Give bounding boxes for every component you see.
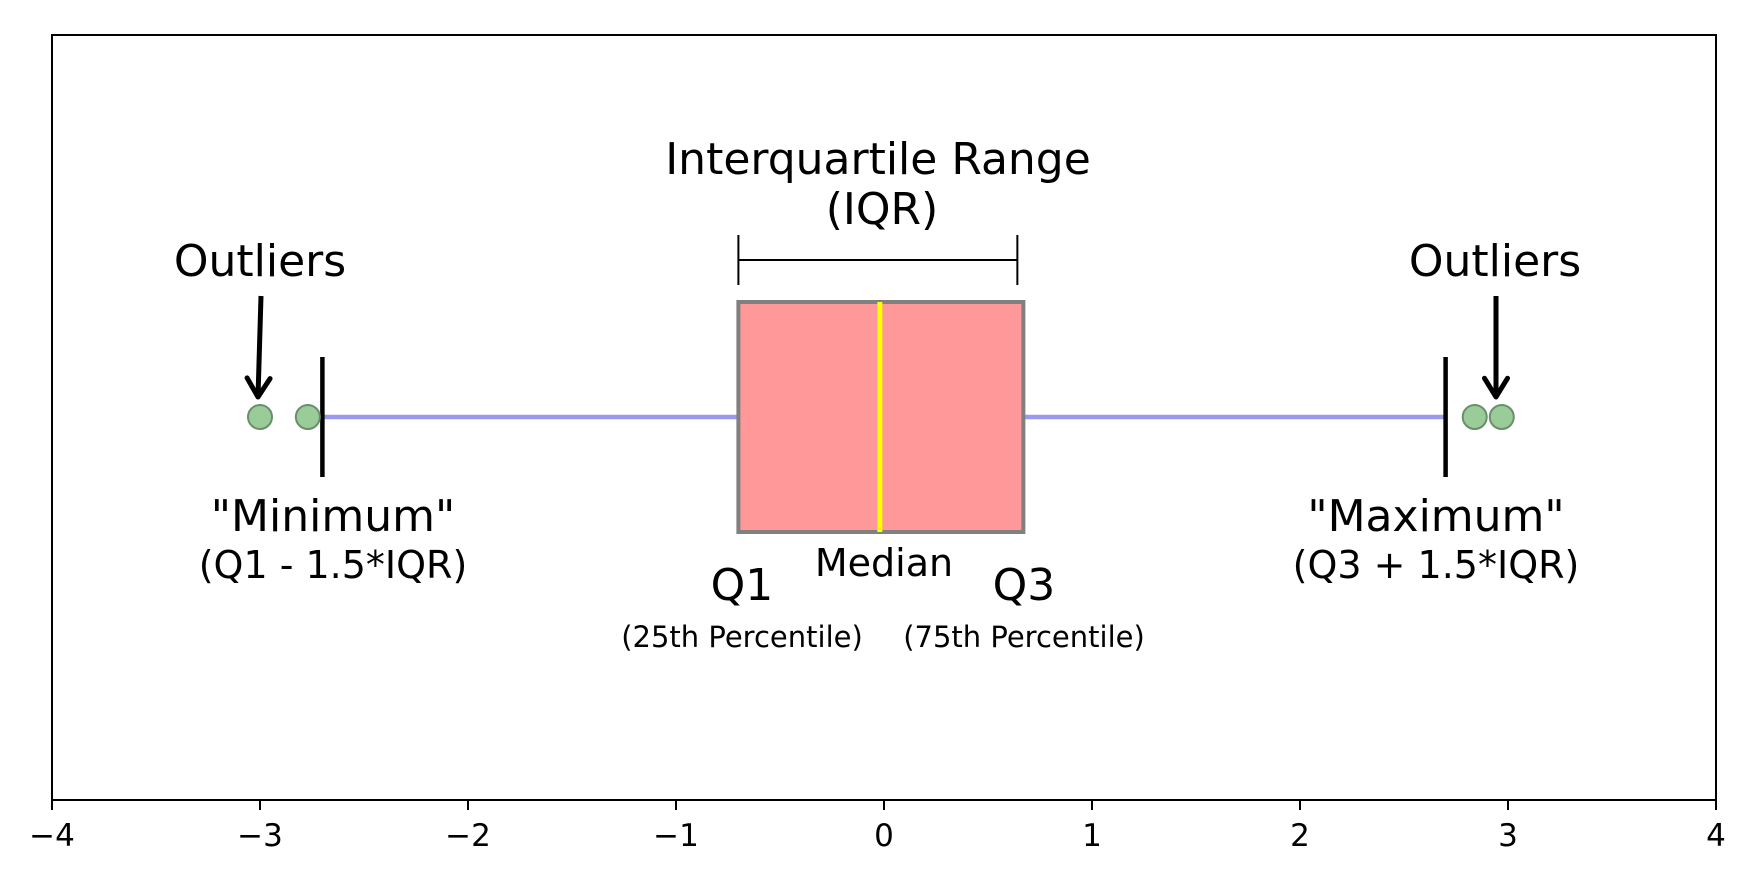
x-tick-label: −1 xyxy=(653,818,699,854)
outliers-left-label: Outliers xyxy=(174,236,346,287)
x-tick-label: 2 xyxy=(1290,818,1310,854)
outlier-point xyxy=(1461,404,1488,430)
median-label: Median xyxy=(815,541,953,585)
q3-label: Q3 xyxy=(993,560,1056,611)
q1-sublabel: (25th Percentile) xyxy=(621,620,863,654)
outlier-point xyxy=(294,404,321,430)
x-tick-label: −4 xyxy=(29,818,75,854)
outlier-arrow-left xyxy=(255,295,264,398)
q3-sublabel: (75th Percentile) xyxy=(903,620,1145,654)
q1-label: Q1 xyxy=(711,560,774,611)
minimum-formula: (Q1 - 1.5*IQR) xyxy=(199,543,468,587)
outlier-point xyxy=(1488,404,1515,430)
outlier-arrow-right-head xyxy=(1482,375,1510,400)
x-tick-label: 0 xyxy=(874,818,894,854)
minimum-label: "Minimum" xyxy=(211,491,455,542)
maximum-label: "Maximum" xyxy=(1307,491,1564,542)
x-tick-label: 3 xyxy=(1498,818,1518,854)
outlier-arrow-left-head xyxy=(244,375,273,400)
iqr-title: Interquartile Range xyxy=(665,134,1091,185)
x-tick-label: 1 xyxy=(1082,818,1102,854)
maximum-formula: (Q3 + 1.5*IQR) xyxy=(1293,543,1580,587)
outliers-right-label: Outliers xyxy=(1409,236,1581,287)
x-tick-label: 4 xyxy=(1706,818,1726,854)
x-tick-label: −3 xyxy=(237,818,283,854)
outlier-point xyxy=(247,404,273,430)
x-tick-label: −2 xyxy=(445,818,491,854)
iqr-subtitle: (IQR) xyxy=(826,184,939,235)
